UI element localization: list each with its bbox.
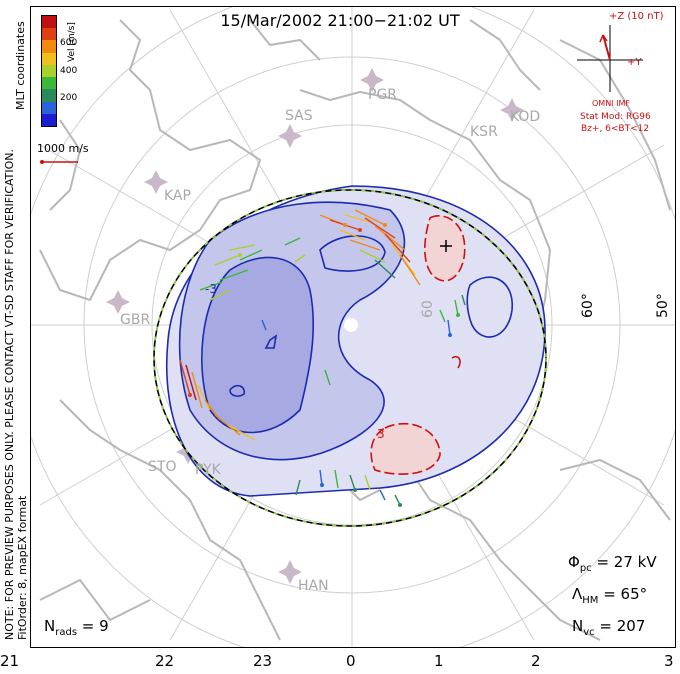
colorbar-segment [42, 89, 56, 102]
radar-label-gbr: GBR [120, 312, 151, 328]
colorbar-segment [42, 77, 56, 90]
fit-order-label: FitOrder: 8, mapEX format [16, 495, 29, 640]
potential-contour-red-cell [424, 215, 466, 282]
radar-label-han: HAN [298, 578, 329, 594]
scale-label: 1000 m/s [37, 142, 89, 155]
potential-contour-blue-cell [466, 276, 513, 338]
velocity-vectors [179, 209, 466, 506]
imf-condition: Bz+, 6<BT<12 [581, 124, 650, 134]
stat-n-vc: Nvc = 207 [572, 617, 646, 638]
potential-contour-red-cell-2 [370, 423, 441, 475]
velocity-vector-dots [188, 223, 460, 507]
map-title: 15/Mar/2002 21:00−21:02 UT [220, 11, 460, 30]
latitude-label-60: 60° [580, 293, 596, 318]
stat-lambda-hm: ΛHM = 65° [572, 585, 648, 606]
colorbar-segment [42, 113, 56, 126]
stat-phi-pc: Φpc = 27 kV [568, 553, 657, 574]
radar-label-sto: STO [148, 459, 177, 475]
reference-vector [40, 160, 78, 164]
pole-marker [344, 318, 358, 332]
colorbar-segment [42, 28, 56, 41]
coordinates-label: MLT coordinates [14, 21, 27, 110]
mlt-tick-2: 2 [531, 652, 541, 670]
radar-label-sas: SAS [285, 108, 313, 124]
latitude-label-60-inner: 60 [420, 300, 436, 318]
radar-label-kap: KAP [164, 188, 191, 204]
radar-label-kod: KOD [510, 109, 541, 125]
mlt-tick-0: 0 [346, 652, 356, 670]
imf-model: Stat Mod: RG96 [580, 112, 651, 122]
latitude-label-50: 50° [655, 293, 671, 318]
preview-note: NOTE: FOR PREVIEW PURPOSES ONLY. PLEASE … [3, 148, 16, 640]
colorbar-tick-400: 400 [60, 66, 78, 76]
colorbar-segment [42, 40, 56, 53]
colorbar-tick-600: 600 [60, 38, 78, 48]
imf-dial [577, 25, 643, 92]
potential-contour-inner [201, 256, 315, 434]
colorbar-segment [42, 16, 56, 29]
radar-label-ksr: KSR [470, 124, 498, 140]
contour-label-3: 3 [377, 427, 385, 441]
radar-label-pgr: PGR [368, 87, 398, 103]
radar-label-pyk: PYK [195, 462, 221, 478]
colorbar-segment [42, 64, 56, 78]
colorbar-segment [42, 101, 56, 114]
mlt-tick-21: 21 [0, 652, 20, 670]
mlt-tick-23: 23 [253, 652, 273, 670]
imf-z-label: +Z (10 nT) [609, 11, 664, 22]
contour-label-neg3: -3 [205, 282, 217, 296]
velocity-colorbar [41, 15, 57, 127]
map-frame [30, 6, 676, 648]
stat-n-rads: Nrads = 9 [44, 617, 109, 638]
colorbar-tick-200: 200 [60, 93, 78, 103]
mlt-tick-22: 22 [155, 652, 175, 670]
mlt-tick-3: 3 [664, 652, 674, 670]
imf-source: OMNI IMF [592, 99, 630, 108]
colorbar-segment [42, 52, 56, 65]
mlt-tick-1: 1 [434, 652, 444, 670]
imf-y-label: +Y [627, 57, 642, 68]
